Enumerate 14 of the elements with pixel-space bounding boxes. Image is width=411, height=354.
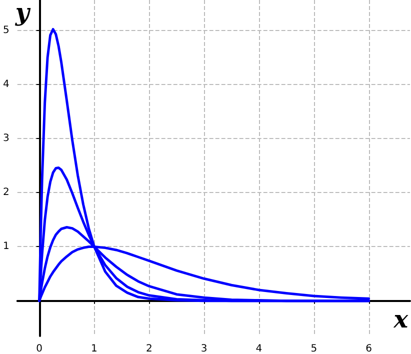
x-tick-label: 5 (310, 344, 318, 354)
y-tick-label: 1 (2, 241, 10, 252)
y-tick-label: 2 (2, 187, 10, 198)
x-tick-label: 1 (91, 344, 98, 354)
x-tick-label: 6 (366, 344, 372, 354)
y-tick-label: 4 (2, 78, 10, 90)
x-tick-label: 0 (36, 344, 43, 354)
x-tick-label: 4 (256, 344, 262, 354)
x-axis-title: x (392, 304, 409, 334)
x-tick-label: 3 (200, 344, 208, 354)
y-tick-label: 5 (2, 24, 10, 36)
y-axis-title: y (14, 0, 32, 26)
x-tick-label: 2 (146, 344, 152, 354)
y-tick-label: 3 (2, 133, 10, 144)
